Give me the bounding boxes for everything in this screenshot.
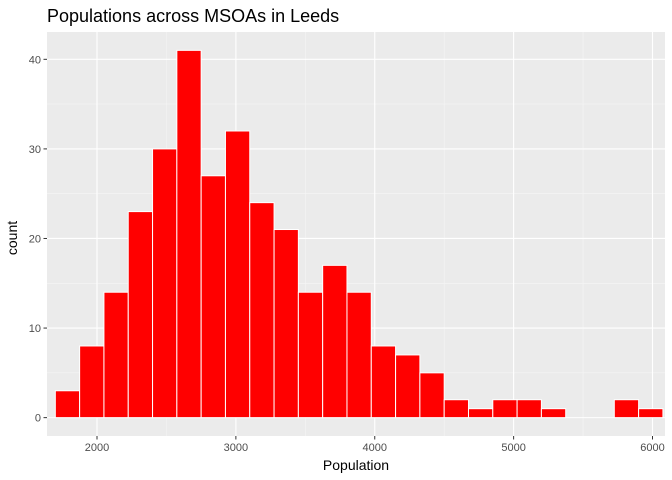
y-axis: 0 10 20 30 40 bbox=[29, 54, 47, 425]
histogram-bar bbox=[200, 175, 226, 419]
y-axis-title: count bbox=[4, 221, 20, 255]
chart-title: Populations across MSOAs in Leeds bbox=[47, 6, 339, 26]
histogram-bar bbox=[127, 211, 154, 419]
x-tick-label: 5000 bbox=[501, 442, 525, 454]
histogram-bar bbox=[467, 408, 494, 419]
histogram-bar bbox=[249, 202, 275, 419]
x-tick-label: 2000 bbox=[85, 442, 109, 454]
histogram-bar bbox=[273, 229, 299, 419]
histogram-bar bbox=[443, 399, 469, 419]
histogram-bars bbox=[54, 49, 664, 419]
y-tick-label: 10 bbox=[29, 323, 41, 335]
y-tick-label: 0 bbox=[35, 413, 41, 425]
y-tick-label: 30 bbox=[29, 144, 41, 156]
histogram-bar bbox=[370, 345, 397, 419]
histogram-bar bbox=[322, 264, 348, 419]
histogram-bar bbox=[54, 390, 81, 419]
histogram-bar bbox=[152, 148, 178, 419]
y-tick-label: 20 bbox=[29, 233, 41, 245]
histogram-bar bbox=[346, 291, 372, 419]
histogram-bar bbox=[613, 399, 640, 419]
histogram-bar bbox=[297, 291, 324, 419]
histogram-bar bbox=[176, 49, 202, 419]
x-tick-label: 4000 bbox=[363, 442, 387, 454]
histogram-bar bbox=[492, 399, 518, 419]
histogram-bar bbox=[103, 291, 129, 419]
x-tick-label: 6000 bbox=[640, 442, 664, 454]
x-axis-title: Population bbox=[323, 457, 389, 473]
histogram-bar bbox=[419, 372, 445, 419]
histogram-bar bbox=[516, 399, 542, 419]
y-tick-label: 40 bbox=[29, 54, 41, 66]
x-tick-label: 3000 bbox=[224, 442, 248, 454]
histogram-bar bbox=[224, 130, 251, 419]
histogram-bar bbox=[638, 408, 664, 419]
x-axis: 2000 3000 4000 5000 6000 bbox=[85, 436, 665, 454]
histogram-bar bbox=[79, 345, 105, 419]
histogram-bar bbox=[540, 408, 567, 419]
histogram-bar bbox=[395, 354, 421, 419]
